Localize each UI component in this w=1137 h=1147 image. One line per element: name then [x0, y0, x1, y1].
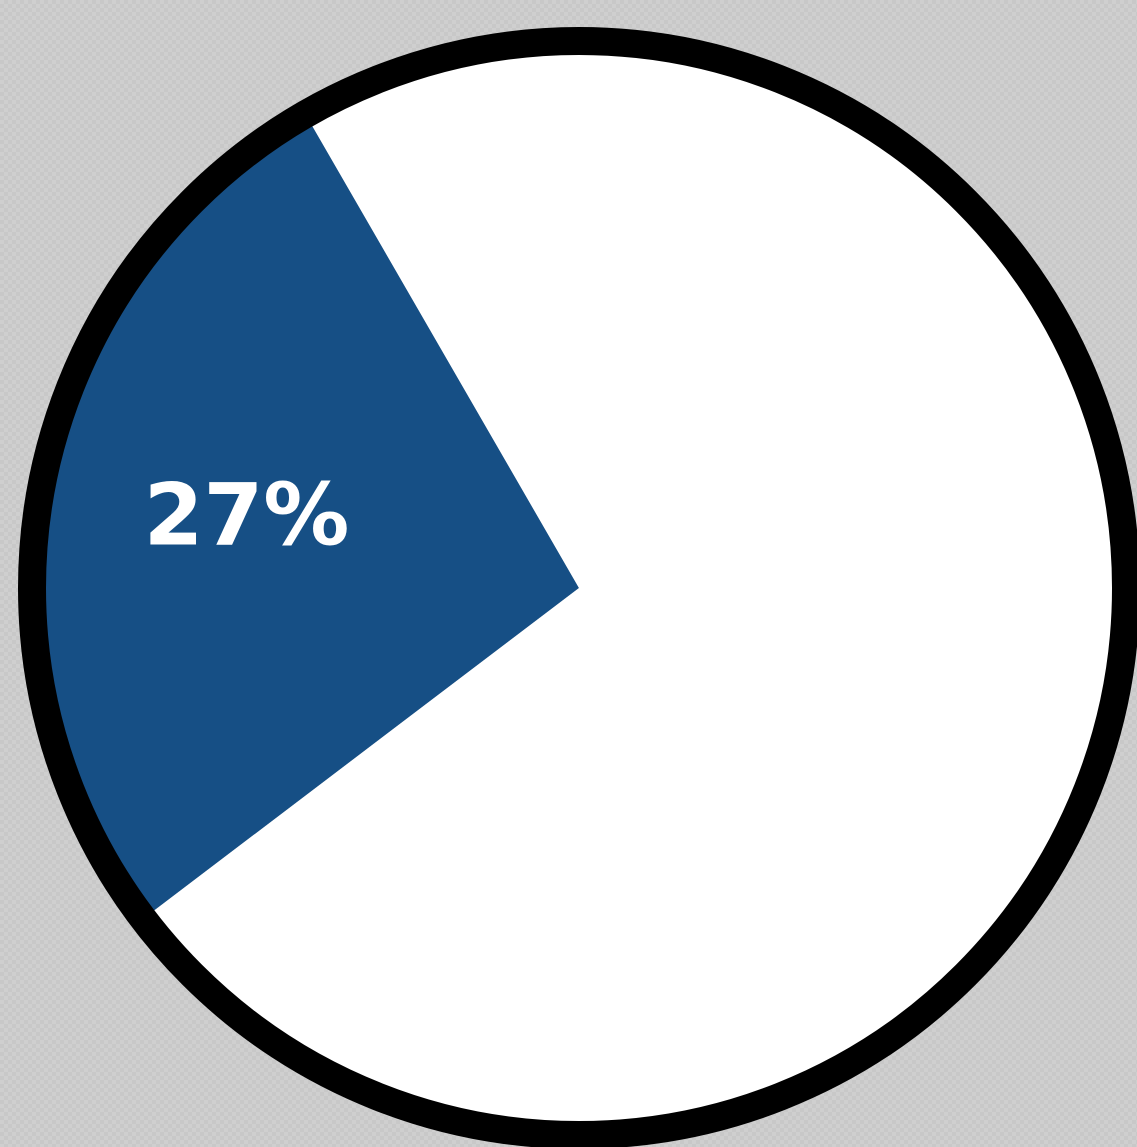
pie-outline	[18, 27, 1137, 1147]
pie-labels: 27%	[144, 465, 350, 565]
pie-slice-1	[143, 41, 1127, 1136]
pie-slices	[31, 41, 1127, 1136]
pie-slice-label-0: 27%	[144, 465, 350, 565]
pie-slice-0	[31, 114, 580, 919]
